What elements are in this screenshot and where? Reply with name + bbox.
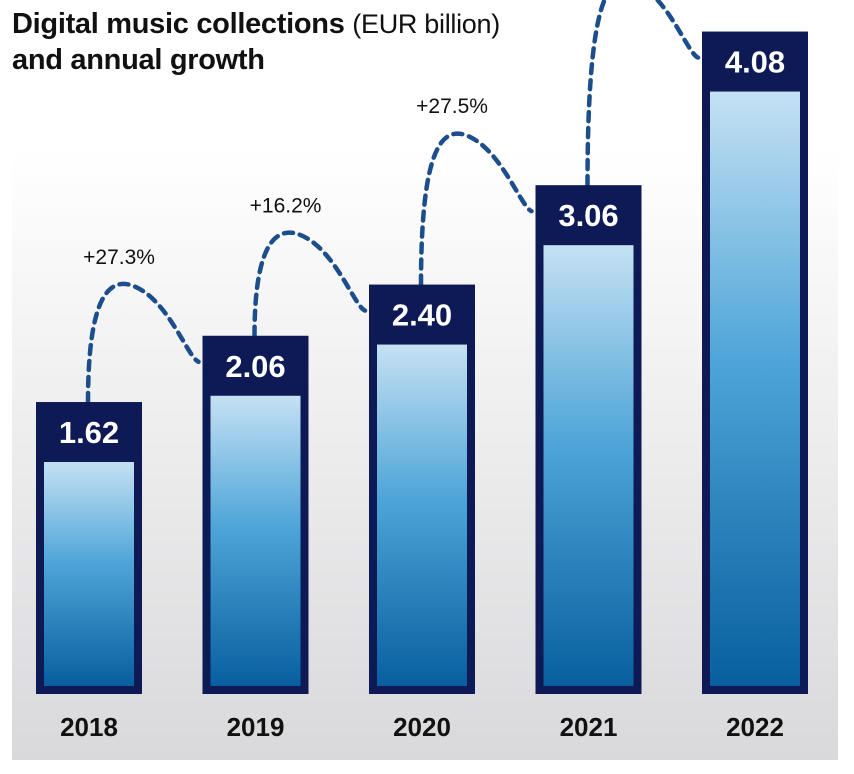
value-label: 2.06: [225, 349, 285, 384]
title-main: Digital music collections: [12, 8, 345, 40]
bar-fill: [710, 91, 800, 686]
growth-connectors: [85, 0, 701, 405]
growth-arc: [418, 131, 534, 287]
chart-subtitle: and annual growth: [12, 44, 265, 76]
bar-2019: [202, 335, 309, 694]
bar-fill: [44, 462, 134, 686]
bar-2021: [535, 185, 642, 694]
growth-arc: [252, 230, 368, 339]
x-tick-label: 2022: [726, 712, 784, 742]
bars: [36, 31, 808, 694]
growth-label: +16.2%: [250, 195, 322, 218]
x-tick-label: 2019: [227, 712, 285, 742]
value-label: 1.62: [59, 415, 119, 450]
growth-label: +27.5%: [416, 95, 488, 118]
bar-2018: [36, 402, 142, 694]
value-label: 2.40: [392, 298, 452, 333]
bar-fill: [543, 245, 634, 686]
x-tick-label: 2018: [60, 712, 118, 742]
value-label: 4.08: [725, 45, 785, 80]
growth-arc: [585, 0, 701, 188]
labels: 1.62 2018 2.06 2019 2.40 2020 3.06 2021 4.08 2022…: [59, 45, 785, 742]
title-unit: (EUR billion): [352, 9, 500, 39]
growth-arc: [85, 281, 201, 405]
bar-2020: [369, 284, 475, 694]
x-tick-label: 2020: [393, 712, 451, 742]
value-label: 3.06: [558, 198, 618, 233]
bar-2022: [702, 31, 808, 694]
x-tick-label: 2021: [560, 712, 618, 742]
bar-fill: [377, 344, 467, 686]
growth-label: +27.3%: [83, 246, 155, 269]
bar-fill: [210, 395, 301, 686]
chart-title: Digital music collections (EUR billion) a…: [12, 6, 500, 78]
